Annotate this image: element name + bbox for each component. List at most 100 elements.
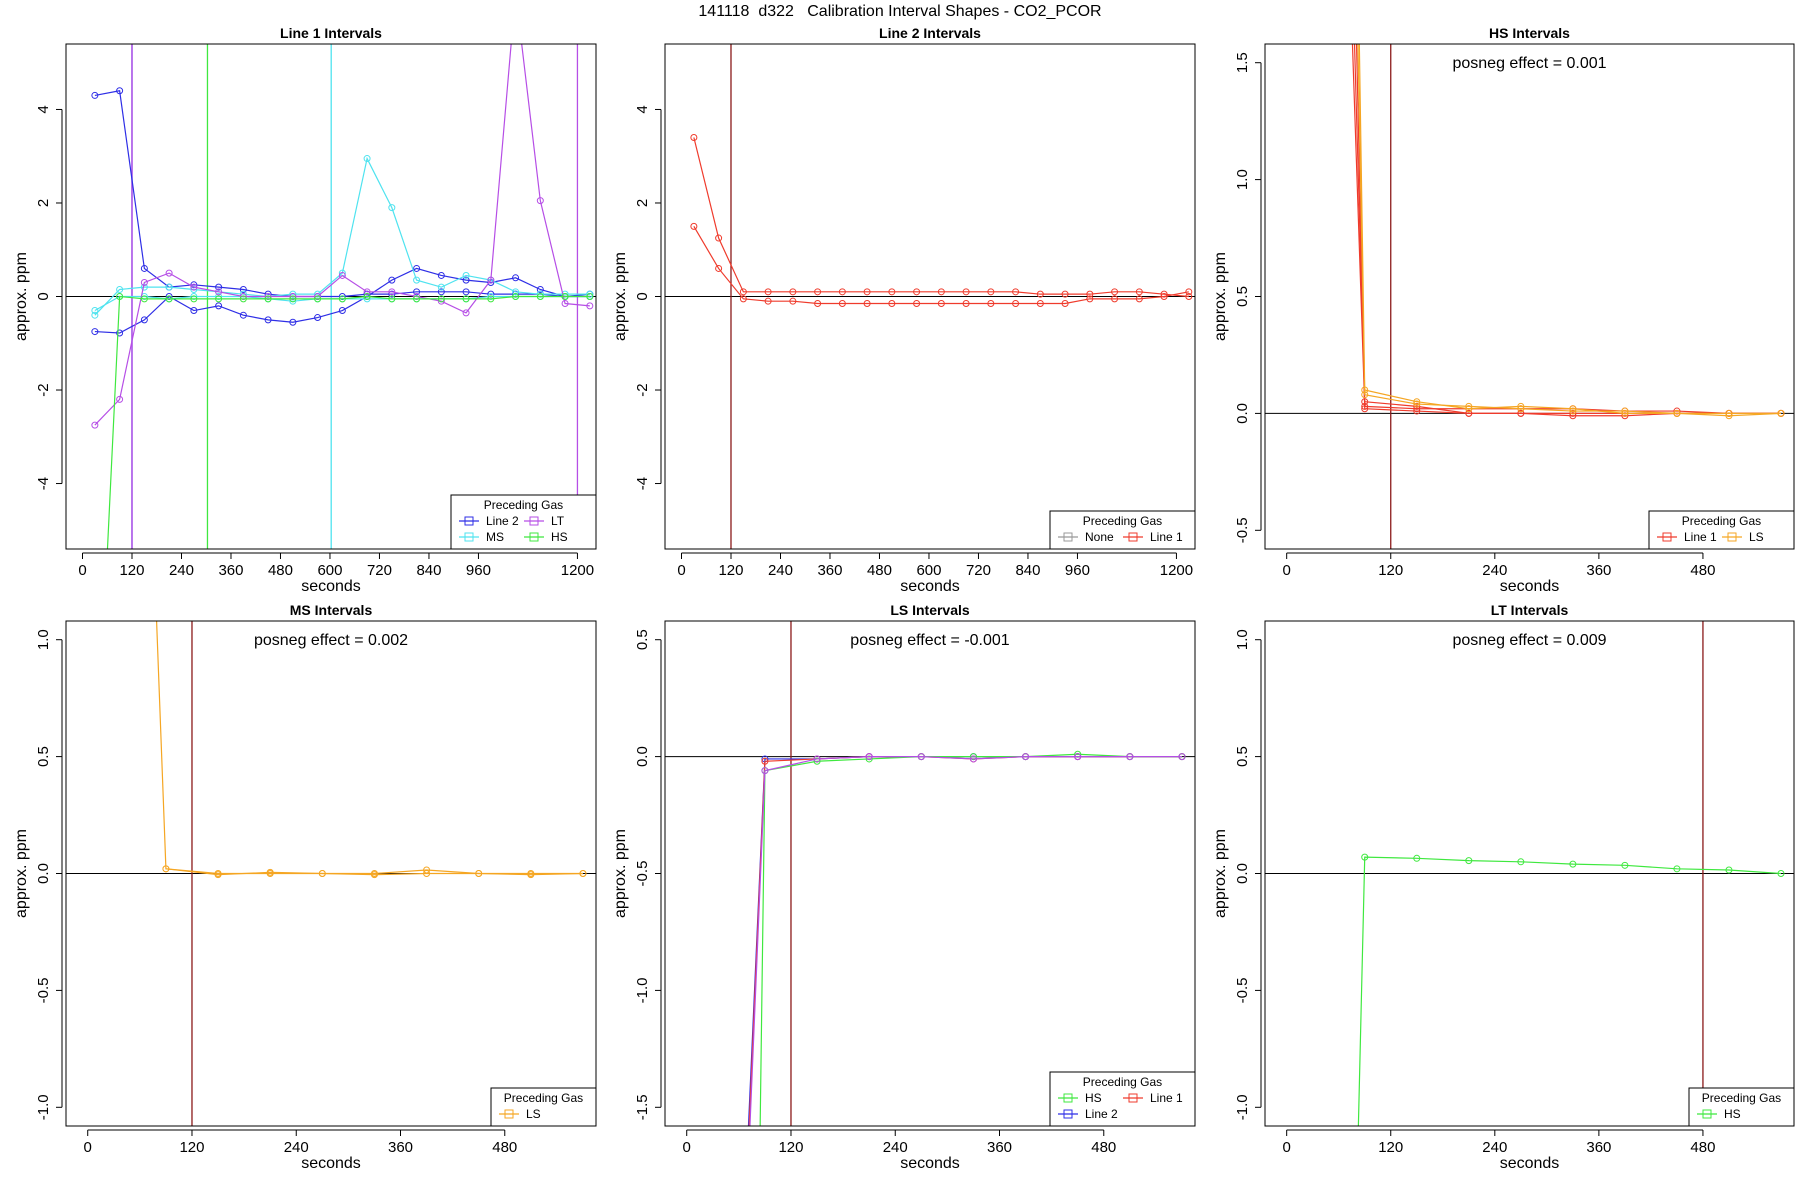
data-point [264, 293, 272, 300]
x-axis: 0 120 240 360 480 seconds [84, 1129, 517, 1172]
x-tick-label: 840 [1015, 562, 1040, 579]
x-axis: 0 120 240 360 480 seconds [1283, 1129, 1715, 1172]
data-point [1621, 412, 1629, 420]
data-point [969, 755, 977, 763]
data-point [363, 288, 371, 296]
data-point [969, 753, 977, 761]
data-point [561, 300, 569, 308]
plot-area [1265, 621, 1794, 1126]
data-point [865, 753, 873, 761]
data-point [190, 293, 198, 300]
series-line [94, 90, 590, 298]
x-tick-label: 120 [119, 562, 144, 579]
plot-frame [65, 43, 597, 550]
data-point [917, 753, 925, 761]
data-point [1725, 866, 1733, 874]
data-point [512, 293, 520, 300]
series-line [106, 295, 590, 549]
data-point [1022, 753, 1030, 761]
data-point [888, 300, 896, 308]
data-point [289, 293, 297, 300]
data-point [512, 274, 520, 282]
y-tick-label: 0.0 [1234, 863, 1251, 884]
legend: Preceding Gas None Line 1 [1049, 510, 1196, 550]
x-tick-label: 120 [1378, 562, 1403, 579]
plot-area [1265, 44, 1794, 549]
plot-frame [664, 43, 1196, 550]
data-point [264, 290, 272, 298]
x-axis: 0 120 240 360 480 seconds [683, 1129, 1116, 1172]
legend-box [450, 494, 597, 550]
series-line [94, 267, 590, 334]
data-point [1465, 857, 1473, 865]
legend-entry-label: Line 1 [1684, 530, 1717, 544]
plot-area [66, 621, 596, 1126]
x-tick-label: 480 [867, 562, 892, 579]
data-point [1160, 293, 1168, 300]
series-line [94, 44, 590, 426]
x-axis: 0 120 240 360 480 600 720 840 960 1200 seconds [677, 552, 1193, 595]
panel-title: LS Intervals [890, 602, 970, 618]
data-point [475, 870, 483, 877]
plot-area [66, 44, 596, 697]
x-tick-label: 480 [268, 562, 293, 579]
data-point [789, 297, 797, 305]
data-point [1465, 409, 1473, 417]
data-point [1061, 300, 1069, 308]
x-tick-label: 480 [1690, 1139, 1715, 1156]
legend-entry-label: MS [486, 530, 504, 544]
x-axis-label: seconds [900, 578, 960, 595]
data-point [388, 290, 396, 298]
y-tick-label: -1.0 [634, 977, 651, 1003]
x-tick-label: 240 [284, 1139, 309, 1156]
data-point [1413, 407, 1421, 415]
data-point [92, 691, 98, 697]
x-tick-label: 360 [218, 562, 243, 579]
data-point [363, 293, 371, 300]
data-point [1621, 409, 1629, 417]
data-point [314, 295, 322, 303]
data-point [413, 293, 421, 300]
data-point [165, 283, 173, 291]
legend-swatch-marker [1128, 1093, 1138, 1103]
y-tick-label: -0.5 [1234, 517, 1251, 543]
data-point [1361, 853, 1369, 861]
data-point [289, 290, 297, 298]
legend-swatch-marker [1128, 532, 1138, 542]
data-point [863, 300, 871, 308]
data-point [314, 314, 322, 322]
data-point [1185, 288, 1193, 296]
series-line [693, 137, 1189, 298]
y-tick-label: 0 [35, 292, 52, 300]
y-axis-label: approx. ppm [612, 252, 629, 341]
data-point [1074, 753, 1082, 761]
y-tick-label: 0.0 [1234, 403, 1251, 424]
data-point [239, 285, 247, 293]
data-point [338, 271, 346, 279]
data-point [987, 300, 995, 308]
y-tick-label: -0.5 [634, 861, 651, 887]
data-point [1569, 860, 1577, 868]
y-axis: -4 -2 0 2 4 approx. ppm [13, 105, 63, 490]
data-point [215, 283, 223, 291]
data-point [536, 285, 544, 293]
posneg-annotation: posneg effect = 0.002 [254, 632, 408, 649]
data-point [437, 297, 445, 305]
data-point [962, 288, 970, 296]
x-tick-label: 480 [492, 1139, 517, 1156]
data-point [338, 293, 346, 300]
x-tick-label: 960 [466, 562, 491, 579]
y-tick-label: -0.5 [35, 977, 52, 1003]
y-axis-label: approx. ppm [13, 252, 30, 341]
data-point [913, 288, 921, 296]
data-point [1413, 398, 1421, 406]
y-tick-label: -0.5 [1234, 977, 1251, 1003]
data-point [1517, 409, 1525, 417]
plot-frame [1264, 620, 1795, 1127]
y-tick-label: 1.0 [35, 629, 52, 650]
data-point [487, 276, 495, 284]
series-line [1351, 44, 1781, 414]
data-point [91, 307, 99, 315]
